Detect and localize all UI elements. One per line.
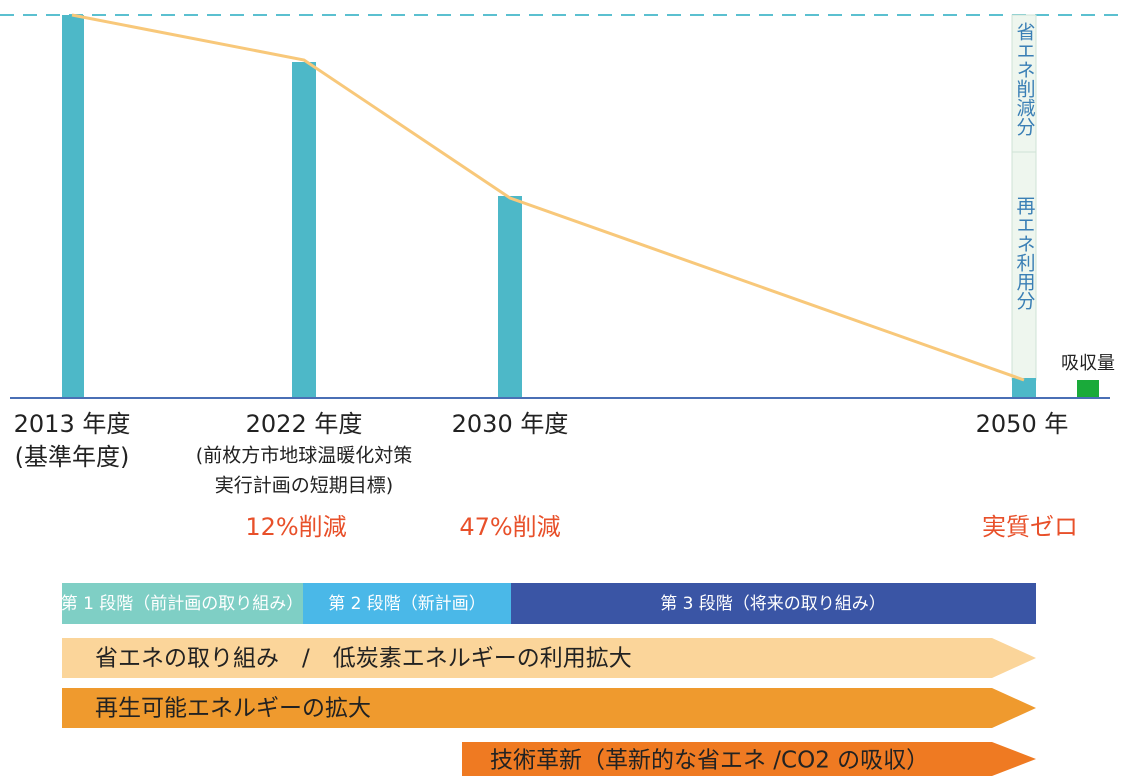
bar: [1012, 378, 1036, 398]
arrow: [62, 688, 1036, 728]
bar: [292, 62, 316, 398]
phase-label: 第 3 段階（将来の取り組み）: [660, 594, 886, 614]
breakdown-label: 省エネ削減分: [1014, 22, 1036, 136]
year-label: 2013 年度: [14, 410, 131, 438]
year-note: (基準年度): [15, 443, 130, 471]
reduction-label: 実質ゼロ: [982, 513, 1078, 541]
reduction-label: 12%削減: [245, 513, 346, 541]
bar: [498, 196, 522, 398]
year-label: 2050 年: [976, 410, 1069, 438]
bar: [62, 15, 84, 398]
arrow-label: 再生可能エネルギーの拡大: [95, 696, 371, 722]
absorption-label: 吸収量: [1061, 353, 1115, 374]
phase-segment: [303, 583, 511, 624]
absorption-bar: [1077, 380, 1099, 398]
phase-segment: [511, 583, 1036, 624]
arrow-label: 技術革新（革新的な省エネ /CO2 の吸収）: [490, 748, 929, 774]
trend-line: [71, 13, 1025, 382]
reduction-label: 47%削減: [459, 513, 560, 541]
year-note: 実行計画の短期目標): [215, 475, 393, 497]
year-note: (前枚方市地球温暖化対策: [196, 445, 412, 467]
arrow: [462, 742, 1036, 776]
year-label: 2030 年度: [452, 410, 569, 438]
phase-label: 第 1 段階（前計画の取り組み）: [61, 594, 304, 614]
arrow: [62, 638, 1036, 678]
phase-label: 第 2 段階（新計画）: [328, 594, 486, 614]
phase-segment: [62, 583, 303, 624]
arrow-label: 省エネの取り組み / 低炭素エネルギーの利用拡大: [95, 646, 632, 672]
year-label: 2022 年度: [246, 410, 363, 438]
breakdown-label: 再エネ利用分: [1014, 196, 1036, 310]
